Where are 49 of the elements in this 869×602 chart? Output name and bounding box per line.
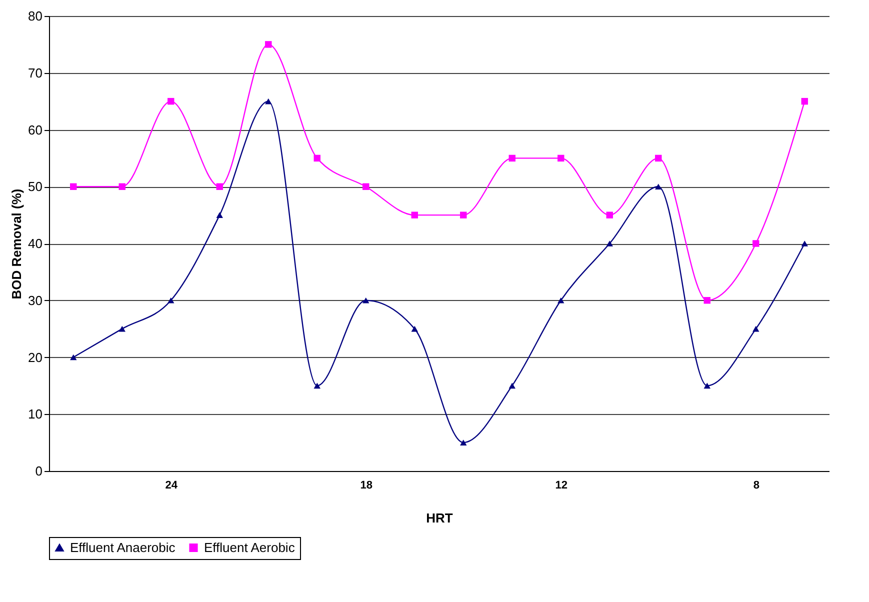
point — [411, 212, 418, 218]
y-tick-label: 80 — [28, 8, 42, 24]
point — [314, 382, 320, 389]
legend-label: Effluent Anaerobic — [70, 540, 176, 555]
point — [362, 297, 370, 304]
point — [704, 297, 710, 304]
point — [460, 212, 467, 218]
point — [265, 41, 272, 48]
point — [70, 183, 77, 190]
point — [801, 240, 808, 246]
point — [216, 183, 223, 190]
point — [168, 98, 174, 105]
point — [606, 240, 613, 246]
point — [801, 98, 808, 105]
point — [655, 184, 662, 190]
point — [362, 183, 370, 190]
y-tick-label: 40 — [28, 236, 42, 251]
x-axis-title: HRT — [426, 510, 453, 526]
point — [752, 326, 760, 332]
point — [508, 382, 516, 389]
point — [70, 354, 77, 360]
x-tick-label: 12 — [555, 480, 568, 492]
x-tick-label: 18 — [360, 480, 372, 492]
legend-label: Effluent Aerobic — [204, 540, 296, 555]
point — [460, 440, 467, 446]
point — [606, 212, 613, 218]
y-tick-label: 10 — [28, 406, 42, 422]
y-tick-label: 20 — [28, 350, 42, 365]
y-tick-label: 50 — [28, 179, 42, 194]
point — [265, 98, 272, 104]
point — [704, 382, 710, 389]
point — [558, 154, 564, 162]
y-tick-label: 30 — [28, 292, 42, 308]
y-tick-label: 0 — [35, 464, 42, 478]
x-tick-label: 24 — [165, 480, 178, 492]
y-axis-title: BOD Removal (%) — [9, 188, 24, 300]
point — [508, 154, 516, 162]
point — [168, 297, 174, 304]
x-tick-label: 8 — [753, 480, 760, 492]
point — [752, 240, 760, 247]
point — [314, 154, 320, 162]
point — [118, 183, 126, 190]
point — [655, 154, 662, 162]
y-tick-label: 70 — [28, 65, 42, 80]
y-tick-label: 60 — [28, 122, 42, 138]
point — [558, 297, 564, 304]
point — [118, 326, 126, 332]
point — [216, 212, 223, 218]
point — [411, 326, 418, 332]
